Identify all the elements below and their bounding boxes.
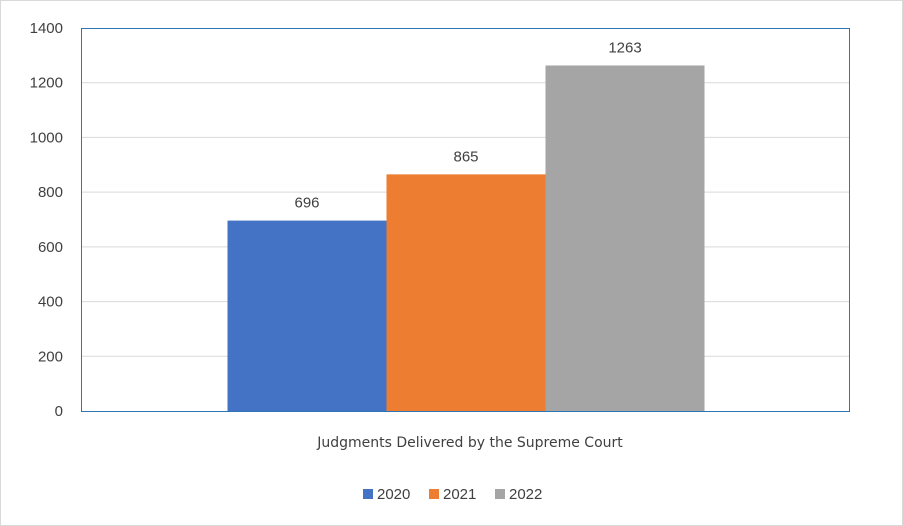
bar-2022	[545, 65, 705, 412]
data-label-2021: 865	[453, 148, 478, 165]
y-tick-label: 600	[38, 239, 63, 256]
legend-swatch-2021	[429, 489, 439, 499]
legend-label-2022: 2022	[509, 486, 542, 503]
data-labels: 696 865 1263	[294, 39, 641, 211]
y-tick-label: 1000	[30, 129, 63, 146]
y-tick-label: 200	[38, 348, 63, 365]
y-tick-label: 0	[55, 403, 63, 420]
legend-swatch-2020	[363, 489, 373, 499]
legend-swatch-2022	[495, 489, 505, 499]
y-tick-label: 400	[38, 294, 63, 311]
bar-2021	[386, 174, 546, 411]
y-axis: 0 200 400 600 800 1000 1200 1400	[30, 20, 63, 420]
plot-area	[81, 28, 850, 412]
legend: 2020 2021 2022	[363, 486, 542, 503]
y-tick-label: 800	[38, 184, 63, 201]
y-tick-label: 1400	[30, 20, 63, 37]
legend-label-2021: 2021	[443, 486, 476, 503]
bar-2020	[227, 220, 387, 411]
y-tick-label: 1200	[30, 75, 63, 92]
legend-label-2020: 2020	[377, 486, 410, 503]
gridlines	[81, 82, 849, 357]
x-category-label: Judgments Delivered by the Supreme Court	[316, 435, 623, 451]
data-label-2022: 1263	[608, 39, 641, 56]
data-label-2020: 696	[294, 195, 319, 212]
bars	[227, 65, 705, 412]
